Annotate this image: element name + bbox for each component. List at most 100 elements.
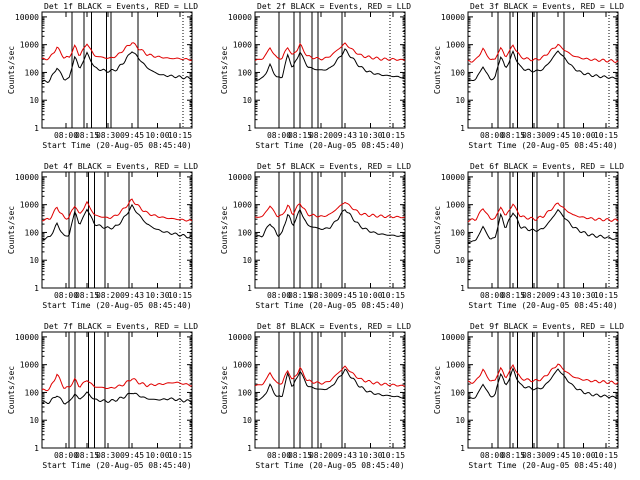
y-tick-label: 1000	[20, 41, 39, 50]
x-tick-label: 08:30	[309, 291, 333, 300]
panel-title: Det 8f BLACK = Events, RED = LLD	[257, 322, 411, 331]
y-axis-label: Counts/sec	[433, 206, 442, 254]
events-series-line	[467, 49, 619, 81]
y-axis-label: Counts/sec	[433, 366, 442, 414]
lld-series-line	[467, 363, 619, 385]
y-tick-label: 10000	[15, 333, 39, 342]
y-tick-label: 1	[460, 444, 465, 453]
x-tick-label: 10:00	[571, 451, 595, 460]
y-tick-label: 1000	[233, 361, 252, 370]
x-tick-label: 08:00	[54, 291, 78, 300]
y-tick-label: 1000	[233, 201, 252, 210]
x-tick-label: 10:00	[145, 451, 169, 460]
x-tick-label: 09:45	[333, 291, 357, 300]
y-axis-label: Counts/sec	[7, 46, 16, 94]
x-axis-label: Start Time (20-Aug-05 08:45:40)	[468, 301, 617, 310]
plot-frame	[41, 11, 193, 129]
lld-series-line	[41, 42, 193, 62]
x-axis-label: Start Time (20-Aug-05 08:45:40)	[255, 301, 404, 310]
x-tick-label: 08:15	[501, 131, 525, 140]
y-tick-label: 1	[247, 444, 252, 453]
x-axis-label: Start Time (20-Aug-05 08:45:40)	[468, 141, 617, 150]
x-tick-label: 08:00	[480, 451, 504, 460]
lld-series-line	[254, 201, 406, 219]
events-series-line	[254, 48, 406, 81]
events-series-line	[467, 367, 618, 399]
y-tick-label: 1	[460, 124, 465, 133]
x-tick-label: 10:15	[594, 451, 618, 460]
x-tick-label: 08:20	[309, 131, 333, 140]
x-tick-label: 08:00	[54, 131, 78, 140]
panel-title: Det 4f BLACK = Events, RED = LLD	[44, 162, 198, 171]
x-tick-label: 08:30	[96, 131, 120, 140]
events-series-line	[254, 368, 406, 401]
panel-title: Det 9f BLACK = Events, RED = LLD	[470, 322, 624, 331]
lld-series-line	[254, 42, 406, 61]
y-tick-label: 1000	[446, 201, 465, 210]
x-tick-label: 08:30	[522, 131, 546, 140]
y-tick-label: 10000	[441, 333, 465, 342]
x-tick-label: 10:30	[571, 291, 595, 300]
x-tick-label: 10:15	[168, 451, 192, 460]
plot-frame	[41, 171, 193, 289]
x-tick-label: 10:00	[145, 131, 169, 140]
y-tick-label: 10	[29, 256, 39, 265]
y-tick-label: 10000	[228, 333, 252, 342]
x-tick-label: 08:15	[75, 291, 99, 300]
x-axis-label: Start Time (20-Aug-05 08:45:40)	[42, 301, 191, 310]
y-tick-label: 1000	[20, 201, 39, 210]
y-tick-label: 1000	[446, 361, 465, 370]
x-tick-label: 09:45	[546, 451, 570, 460]
x-tick-label: 10:30	[358, 451, 382, 460]
y-axis-label: Counts/sec	[220, 366, 229, 414]
x-tick-label: 09:43	[546, 291, 570, 300]
x-tick-label: 08:20	[96, 291, 120, 300]
x-axis-label: Start Time (20-Aug-05 08:45:40)	[255, 461, 404, 470]
x-tick-label: 08:15	[288, 451, 312, 460]
panel-title: Det 5f BLACK = Events, RED = LLD	[257, 162, 411, 171]
x-axis-label: Start Time (20-Aug-05 08:45:40)	[468, 461, 617, 470]
y-tick-label: 10000	[15, 173, 39, 182]
panel-title: Det 7f BLACK = Events, RED = LLD	[44, 322, 198, 331]
x-tick-label: 10:15	[381, 131, 405, 140]
x-tick-label: 10:15	[594, 291, 618, 300]
x-tick-label: 09:43	[120, 291, 144, 300]
y-tick-label: 100	[25, 68, 40, 77]
y-axis-label: Counts/sec	[7, 206, 16, 254]
x-tick-label: 10:30	[145, 291, 169, 300]
y-tick-label: 100	[451, 228, 466, 237]
x-tick-label: 10:15	[594, 131, 618, 140]
x-tick-label: 08:20	[522, 291, 546, 300]
x-tick-label: 09:43	[333, 451, 357, 460]
y-tick-label: 100	[451, 68, 466, 77]
y-tick-label: 10	[242, 96, 252, 105]
y-tick-label: 1	[247, 284, 252, 293]
y-tick-label: 10	[242, 256, 252, 265]
x-tick-label: 08:15	[501, 291, 525, 300]
y-tick-label: 1	[34, 124, 39, 133]
panel-title: Det 2f BLACK = Events, RED = LLD	[257, 2, 411, 11]
y-tick-label: 10	[29, 96, 39, 105]
x-tick-label: 08:00	[54, 451, 78, 460]
panel-title: Det 3f BLACK = Events, RED = LLD	[470, 2, 624, 11]
x-tick-label: 09:43	[333, 131, 357, 140]
x-axis-label: Start Time (20-Aug-05 08:45:40)	[255, 141, 404, 150]
plot-frame	[467, 171, 619, 289]
x-tick-label: 08:15	[288, 131, 312, 140]
y-tick-label: 1	[460, 284, 465, 293]
y-tick-label: 1	[34, 444, 39, 453]
y-tick-label: 100	[451, 388, 466, 397]
plot-frame	[254, 331, 406, 449]
plot-frame	[254, 11, 406, 129]
plot-frame	[41, 331, 193, 449]
y-tick-label: 10000	[441, 173, 465, 182]
x-tick-label: 09:45	[120, 131, 144, 140]
x-tick-label: 08:15	[501, 451, 525, 460]
x-tick-label: 08:15	[288, 291, 312, 300]
x-tick-label: 08:00	[480, 291, 504, 300]
y-tick-label: 10000	[441, 13, 465, 22]
y-tick-label: 100	[238, 228, 253, 237]
y-tick-label: 100	[238, 68, 253, 77]
y-tick-label: 100	[25, 228, 40, 237]
